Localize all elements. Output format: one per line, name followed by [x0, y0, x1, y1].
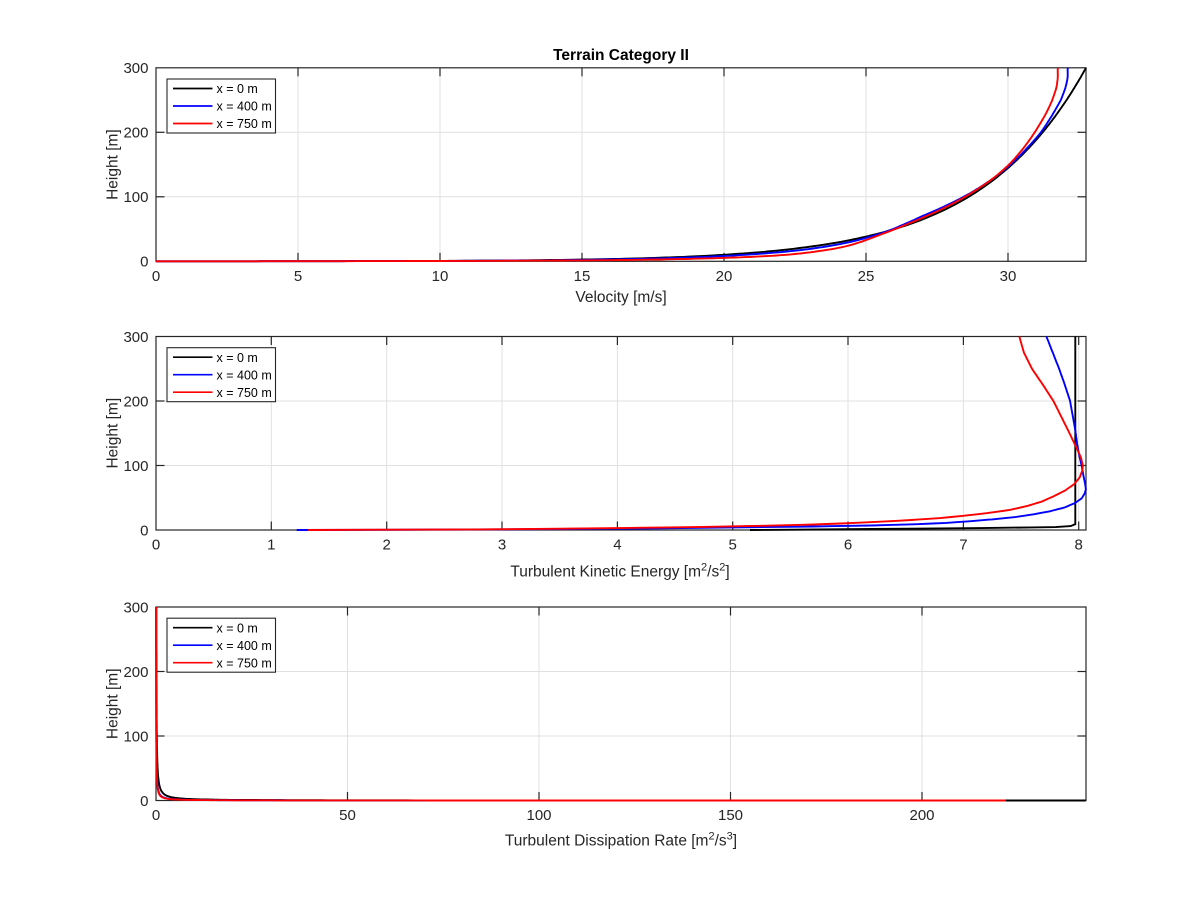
svg-text:x = 400 m: x = 400 m: [217, 639, 272, 653]
svg-text:7: 7: [959, 537, 967, 554]
svg-text:Height [m]: Height [m]: [105, 668, 122, 739]
svg-text:x = 400 m: x = 400 m: [217, 100, 272, 114]
svg-text:30: 30: [1000, 268, 1017, 285]
svg-text:300: 300: [123, 60, 148, 77]
svg-text:20: 20: [716, 268, 733, 285]
svg-text:25: 25: [858, 268, 875, 285]
svg-text:Turbulent Kinetic Energy [m2/s: Turbulent Kinetic Energy [m2/s2]: [510, 562, 729, 581]
svg-text:50: 50: [339, 807, 356, 824]
svg-text:0: 0: [152, 807, 160, 824]
svg-text:5: 5: [294, 268, 302, 285]
svg-text:6: 6: [844, 537, 852, 554]
svg-text:4: 4: [613, 537, 621, 554]
svg-text:100: 100: [526, 807, 551, 824]
svg-text:300: 300: [123, 599, 148, 616]
svg-text:Terrain Category II: Terrain Category II: [553, 47, 689, 64]
svg-text:2: 2: [383, 537, 391, 554]
svg-text:x = 750 m: x = 750 m: [217, 656, 272, 670]
svg-text:x = 750 m: x = 750 m: [217, 117, 272, 131]
svg-text:Velocity [m/s]: Velocity [m/s]: [575, 289, 666, 306]
svg-text:150: 150: [718, 807, 743, 824]
svg-text:x = 400 m: x = 400 m: [217, 368, 272, 382]
svg-text:5: 5: [729, 537, 737, 554]
svg-text:x = 0 m: x = 0 m: [217, 82, 258, 96]
svg-text:200: 200: [123, 125, 148, 142]
svg-text:Turbulent Dissipation Rate [m2: Turbulent Dissipation Rate [m2/s3]: [505, 830, 737, 849]
svg-text:200: 200: [909, 807, 934, 824]
svg-text:100: 100: [123, 458, 148, 475]
svg-text:x = 0 m: x = 0 m: [217, 621, 258, 635]
svg-text:0: 0: [152, 268, 160, 285]
svg-text:0: 0: [140, 522, 148, 539]
svg-text:0: 0: [152, 537, 160, 554]
svg-text:100: 100: [123, 728, 148, 745]
svg-text:100: 100: [123, 189, 148, 206]
svg-text:15: 15: [574, 268, 591, 285]
svg-text:1: 1: [267, 537, 275, 554]
svg-text:x = 750 m: x = 750 m: [217, 386, 272, 400]
svg-text:200: 200: [123, 664, 148, 681]
svg-text:10: 10: [432, 268, 449, 285]
svg-text:200: 200: [123, 393, 148, 410]
svg-text:Height [m]: Height [m]: [105, 129, 122, 200]
svg-text:0: 0: [140, 793, 148, 810]
svg-text:3: 3: [498, 537, 506, 554]
svg-text:0: 0: [140, 254, 148, 271]
svg-text:x = 0 m: x = 0 m: [217, 351, 258, 365]
svg-text:300: 300: [123, 329, 148, 346]
svg-text:Height [m]: Height [m]: [105, 398, 122, 469]
svg-text:8: 8: [1075, 537, 1083, 554]
